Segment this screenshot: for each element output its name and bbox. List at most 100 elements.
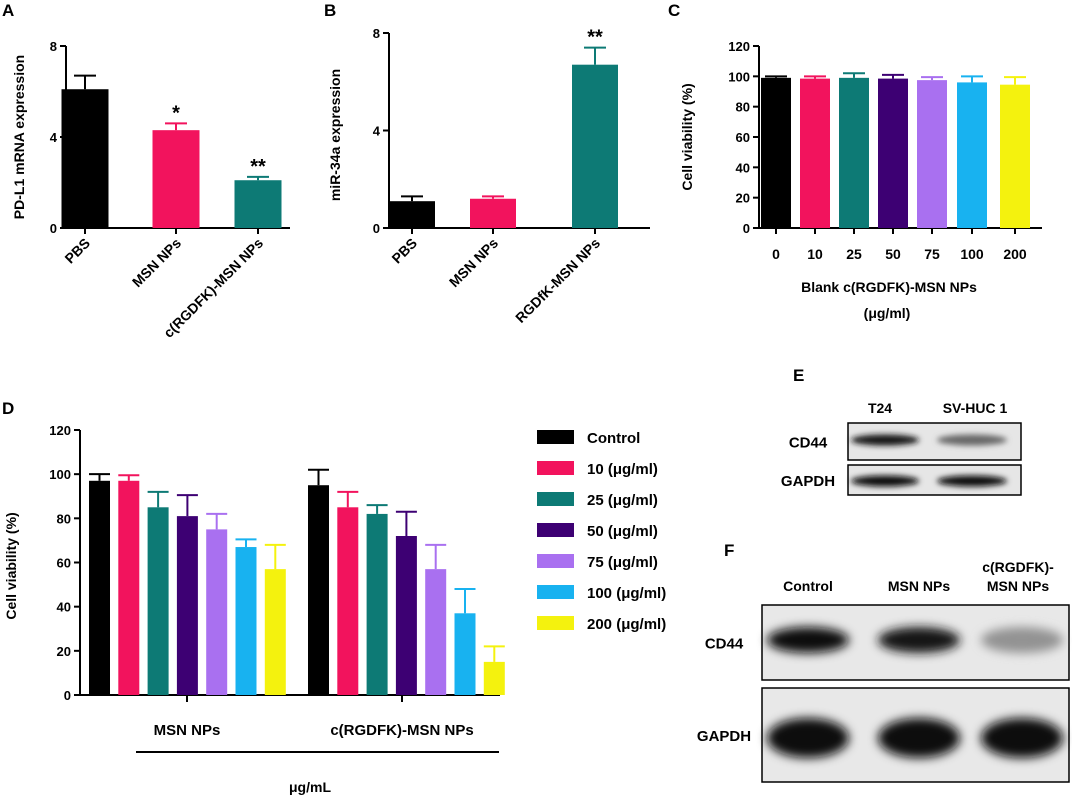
blot-f-band	[981, 718, 1063, 758]
blot-f-row-label: GAPDH	[697, 728, 751, 745]
panel-d-bar	[395, 536, 417, 695]
blot-e-band	[937, 434, 1007, 446]
panel-b-y-tick-label: 0	[373, 221, 380, 236]
panel-d-legend-swatch	[537, 585, 574, 599]
panel-c-category-label: 100	[960, 246, 984, 262]
blot-e-row-label: CD44	[789, 435, 828, 452]
panel-a-bar	[61, 89, 109, 228]
panel-a-y-axis-title: PD-L1 mRNA expression	[11, 55, 27, 219]
panel-d-y-tick-label: 60	[57, 556, 71, 571]
panel-b-bar	[389, 201, 435, 228]
blot-e-band	[851, 475, 919, 487]
blot-e: T24 SV-HUC 1 CD44 GAPDH	[781, 400, 1022, 496]
panel-d-legend-label: 75 (μg/ml)	[587, 554, 658, 571]
panel-label-d: D	[2, 399, 14, 418]
panel-c-plot: 0 20 40 60 80 100 120 0 10 25 50 75 100 200	[728, 39, 1042, 262]
panel-c-y-tick-label: 100	[728, 69, 750, 84]
panel-b-category-label: RGDfK-MSN NPs	[512, 235, 603, 326]
blot-f-band	[767, 718, 849, 758]
panel-d-y-tick-label: 0	[64, 688, 71, 703]
panel-d-y-axis-title: Cell viability (%)	[3, 512, 19, 619]
panel-c-bar	[800, 78, 830, 228]
blot-f-band	[878, 627, 960, 653]
blot-e-band	[851, 434, 919, 446]
panel-d-legend-swatch	[537, 523, 574, 537]
panel-d-bar	[337, 507, 359, 695]
panel-c-bar	[761, 77, 791, 228]
panel-label-f: F	[724, 541, 734, 560]
panel-d-y-tick-label: 120	[49, 423, 71, 438]
panel-d-bar	[89, 480, 110, 695]
panel-b-y-axis-title: miR-34a expression	[327, 69, 343, 201]
blot-f-column-label: c(RGDFK)-	[982, 559, 1054, 575]
panel-d-plot: 0 20 40 60 80 100 120 MSN NPs c(RGDFK)-MSN NPs Co…	[49, 423, 666, 753]
panel-d-bar	[308, 485, 329, 695]
panel-a-significance-mark: **	[250, 156, 266, 178]
panel-c-y-tick-label: 60	[736, 130, 750, 145]
panel-label-a: A	[2, 1, 14, 20]
panel-a-bar	[234, 180, 282, 228]
panel-b-category-label: MSN NPs	[446, 235, 501, 290]
panel-label-b: B	[324, 1, 336, 20]
panel-c-y-tick-label: 20	[736, 191, 750, 206]
panel-label-e: E	[793, 366, 804, 385]
blot-f-band	[981, 627, 1063, 653]
panel-c-category-label: 10	[807, 246, 823, 262]
panel-c-y-tick-label: 80	[736, 100, 750, 115]
panel-c-x-axis-title-line2: (μg/ml)	[864, 305, 911, 321]
panel-b-bar	[572, 64, 618, 228]
blot-e-band	[937, 475, 1007, 487]
panel-c-bar	[1000, 84, 1030, 228]
panel-a-significance-mark: *	[172, 102, 180, 124]
panel-d-y-tick-label: 100	[49, 467, 71, 482]
blot-f-column-label: MSN NPs	[888, 578, 950, 594]
panel-d-legend-swatch	[537, 616, 574, 630]
panel-c-category-label: 200	[1003, 246, 1027, 262]
panel-d-bar	[176, 516, 198, 695]
blot-e-column-label: T24	[868, 400, 892, 416]
blot-e-row-label: GAPDH	[781, 473, 835, 490]
panel-c-category-label: 50	[885, 246, 901, 262]
panel-b-y-tick-label: 8	[373, 26, 380, 41]
blot-f-band	[767, 627, 849, 653]
panel-a-y-tick-label: 4	[50, 130, 58, 145]
panel-c-y-tick-label: 120	[728, 39, 750, 54]
panel-d-legend-label: 200 (μg/ml)	[587, 616, 666, 633]
panel-b-significance-mark: **	[587, 27, 603, 49]
panel-a-category-label: MSN NPs	[129, 235, 184, 290]
panel-d-bar	[118, 480, 140, 695]
panel-a-bar	[152, 130, 200, 228]
panel-d-bar	[235, 547, 257, 695]
panel-b-category-label: PBS	[388, 235, 420, 267]
panel-d-legend-label: 100 (μg/ml)	[587, 585, 666, 602]
panel-d-x-axis-title: μg/mL	[289, 779, 331, 795]
panel-a-y-tick-label: 0	[50, 221, 57, 236]
panel-c-bar	[917, 80, 947, 228]
panel-d-y-tick-label: 40	[57, 600, 71, 615]
panel-d-y-tick-label: 80	[57, 511, 71, 526]
panel-label-c: C	[668, 1, 680, 20]
panel-d-legend-label: 10 (μg/ml)	[587, 461, 658, 478]
panel-c-y-axis-title: Cell viability (%)	[679, 83, 695, 190]
panel-c-y-tick-label: 0	[743, 221, 750, 236]
panel-c-x-axis-title-line1: Blank c(RGDFK)-MSN NPs	[801, 279, 977, 295]
panel-b-y-tick-label: 4	[373, 124, 381, 139]
panel-b-bar	[470, 198, 516, 228]
blot-layer: T24 SV-HUC 1 CD44 GAPDH Control MSN NPs c(RGDF…	[697, 400, 1070, 783]
panel-d-y-tick-label: 20	[57, 644, 71, 659]
panel-d-group-label: MSN NPs	[154, 722, 221, 739]
panel-d-legend-label: 50 (μg/ml)	[587, 523, 658, 540]
chart-layer: 0 4 8 PBS * MSN NPs ** c(RGDFK)-MSN NPs 0 4 8 PBS MS…	[49, 26, 1042, 753]
panel-d-legend-label: 25 (μg/ml)	[587, 492, 658, 509]
panel-d-legend-swatch	[537, 554, 574, 568]
panel-c-bar	[957, 82, 987, 229]
panel-c-y-tick-label: 40	[736, 160, 750, 175]
blot-f-band	[878, 718, 960, 758]
panel-c-category-label: 0	[772, 246, 780, 262]
panel-c-bar	[839, 77, 869, 228]
panel-d-bar	[454, 613, 476, 695]
panel-d-bar	[264, 569, 286, 695]
panel-c-category-label: 75	[924, 246, 940, 262]
panel-d-bar	[425, 569, 447, 695]
